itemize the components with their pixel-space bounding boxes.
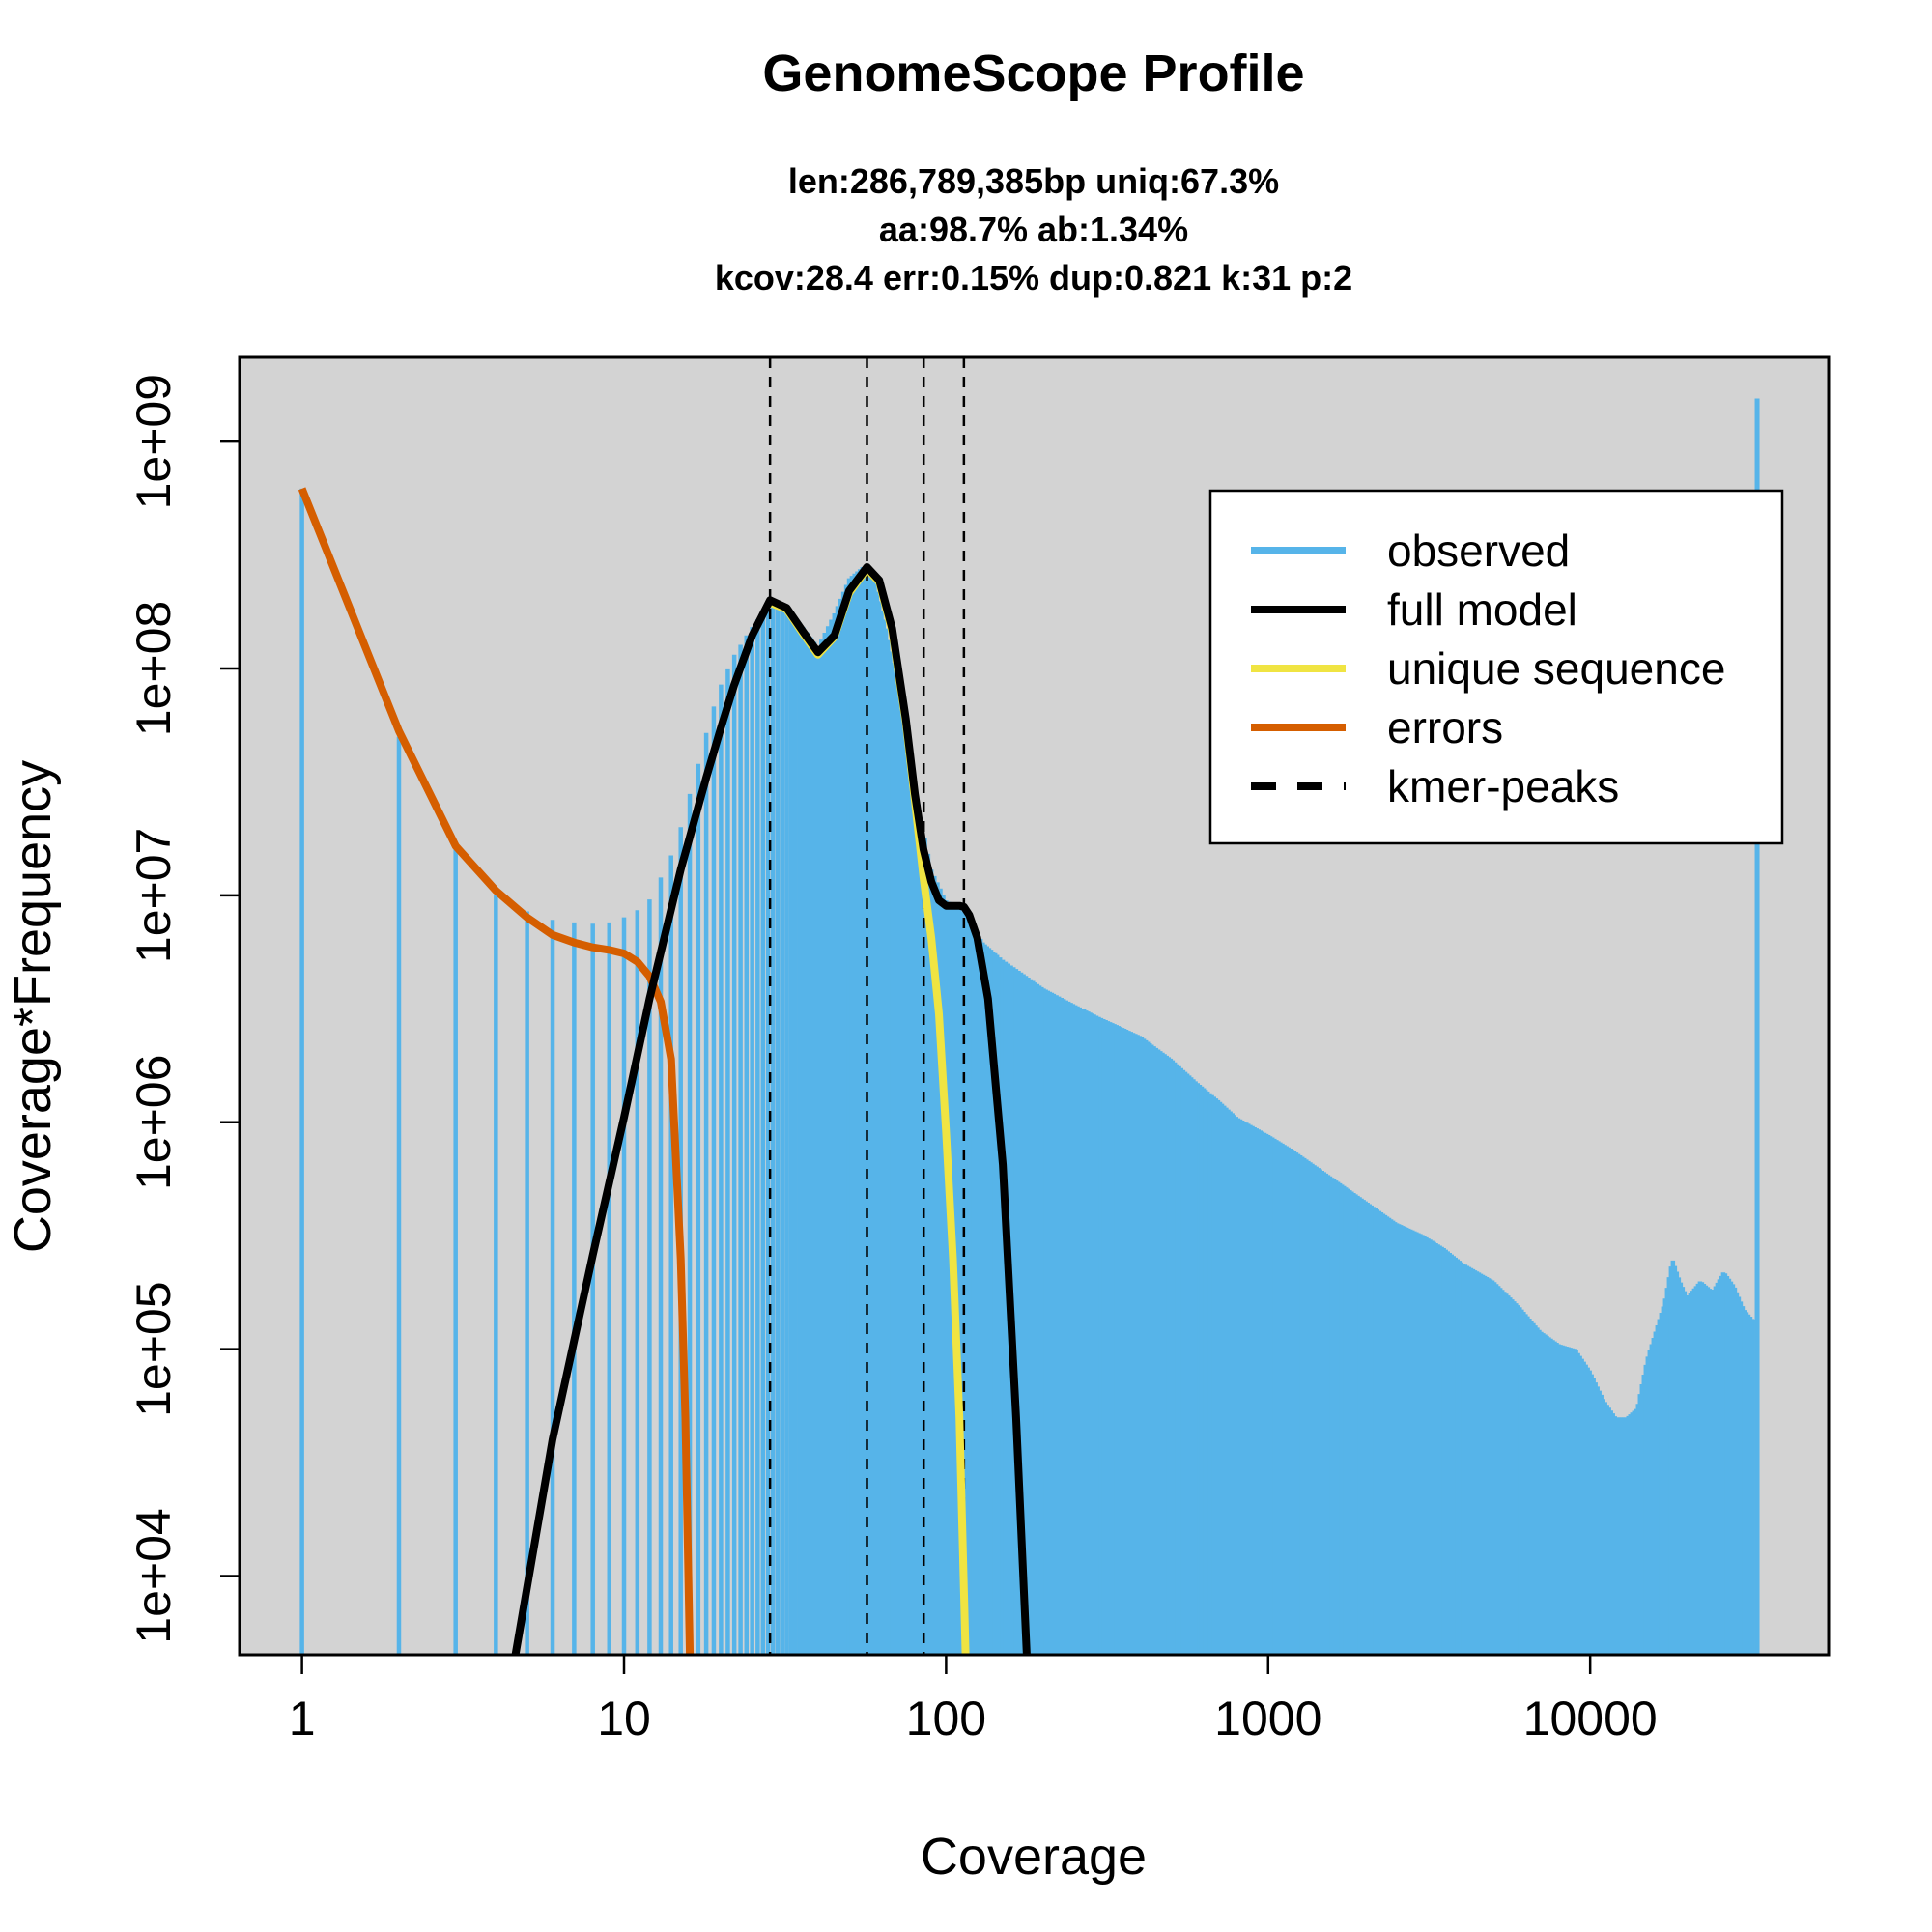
y-tick-label-2: 1e+06 xyxy=(127,1055,181,1190)
y-tick-label-4: 1e+08 xyxy=(127,601,181,736)
y-tick-label-3: 1e+07 xyxy=(127,828,181,963)
legend-label-1: full model xyxy=(1387,584,1577,635)
chart-title: GenomeScope Profile xyxy=(762,44,1304,102)
y-tick-label-0: 1e+04 xyxy=(127,1508,181,1643)
x-tick-label-1: 10 xyxy=(597,1691,651,1746)
x-tick-label-0: 1 xyxy=(289,1691,316,1746)
x-axis-label: Coverage xyxy=(921,1828,1147,1886)
model-curves xyxy=(298,487,1031,1656)
y-axis: 1e+04 1e+05 1e+06 1e+07 1e+08 1e+09 xyxy=(127,374,242,1644)
errors-line xyxy=(298,487,695,1656)
x-axis: 1 10 100 1000 10000 xyxy=(289,1653,1658,1746)
legend-label-0: observed xyxy=(1387,526,1570,576)
y-tick-label-5: 1e+09 xyxy=(127,374,181,509)
legend-label-3: errors xyxy=(1387,702,1503,753)
x-tick-label-3: 1000 xyxy=(1214,1691,1321,1746)
y-axis-label: Coverage*Frequency xyxy=(4,760,62,1253)
x-tick-label-4: 10000 xyxy=(1523,1691,1658,1746)
legend-label-2: unique sequence xyxy=(1387,643,1725,694)
chart-subtitle-line-2: aa:98.7% ab:1.34% xyxy=(879,210,1188,249)
x-tick-label-2: 100 xyxy=(906,1691,986,1746)
y-tick-label-1: 1e+05 xyxy=(127,1281,181,1416)
observed-bars xyxy=(299,398,1760,1655)
legend: observed full model unique sequence errors k… xyxy=(1208,489,1784,845)
chart-subtitle-line-3: kcov:28.4 err:0.15% dup:0.821 k:31 p:2 xyxy=(715,258,1352,298)
legend-label-4: kmer-peaks xyxy=(1387,761,1619,811)
chart-subtitle-line-1: len:286,789,385bp uniq:67.3% xyxy=(788,161,1279,201)
full-model-line xyxy=(511,563,1031,1656)
